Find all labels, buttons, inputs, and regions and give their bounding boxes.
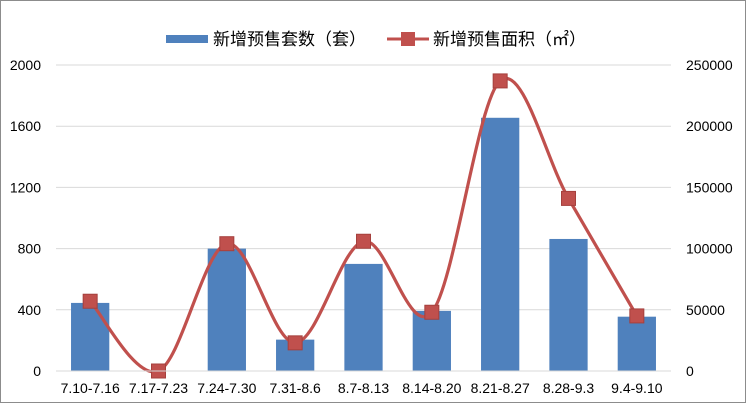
y-right-tick-label: 150000 (686, 179, 733, 195)
y-right-tick-label: 200000 (686, 118, 733, 134)
y-right-tick-label: 100000 (686, 241, 733, 257)
x-tick-label: 7.31-8.6 (269, 380, 321, 396)
y-left-tick-label: 1200 (10, 179, 41, 195)
y-left-tick-label: 2000 (10, 57, 41, 73)
bar-8.14-8.20 (412, 310, 451, 371)
line-series (82, 73, 645, 379)
legend-line-label: 新增预售面积（㎡） (433, 30, 586, 50)
bar-8.28-9.3 (549, 238, 588, 371)
y-right-tick-label: 0 (686, 363, 694, 379)
x-tick-label: 7.24-7.30 (197, 380, 256, 396)
x-tick-label: 8.7-8.13 (338, 380, 390, 396)
y-left-tick-label: 1600 (10, 118, 41, 134)
x-tick-label: 8.28-9.3 (543, 380, 595, 396)
x-tick-label: 8.14-8.20 (402, 380, 461, 396)
y-left-tick-label: 400 (18, 302, 42, 318)
bar-series (71, 117, 656, 371)
line-marker-9.4-9.10 (629, 308, 645, 324)
x-tick-label: 8.21-8.27 (471, 380, 530, 396)
x-tick-label: 7.17-7.23 (129, 380, 188, 396)
bar-8.21-8.27 (481, 117, 520, 371)
bar-9.4-9.10 (617, 316, 656, 371)
line-marker-7.31-8.6 (287, 335, 303, 351)
y-right-tick-label: 50000 (686, 302, 725, 318)
legend-line-marker (401, 32, 415, 46)
line-marker-8.28-9.3 (561, 190, 576, 206)
axes: 0 400 800 1200 1600 2000 0 50000 100000 150000 200… (10, 57, 733, 396)
x-tick-label: 7.10-7.16 (61, 380, 120, 396)
bar-7.24-7.30 (207, 248, 246, 371)
y-left-tick-label: 0 (33, 363, 41, 379)
area-line (88, 76, 639, 374)
bar-7.10-7.16 (71, 302, 110, 371)
legend-bar-label: 新增预售套数（套） (213, 30, 366, 50)
line-marker-8.14-8.20 (424, 304, 440, 320)
line-marker-8.21-8.27 (492, 73, 508, 89)
x-tick-label: 9.4-9.10 (611, 380, 663, 396)
y-left-tick-label: 800 (18, 241, 42, 257)
line-marker-7.10-7.16 (82, 293, 98, 309)
line-marker-8.7-8.13 (356, 233, 371, 249)
legend: 新增预售套数（套） 新增预售面积（㎡） (166, 30, 586, 50)
bar-8.7-8.13 (344, 263, 383, 371)
line-marker-7.24-7.30 (219, 236, 235, 252)
legend-bar-swatch (166, 35, 208, 43)
y-right-tick-label: 250000 (686, 57, 733, 73)
